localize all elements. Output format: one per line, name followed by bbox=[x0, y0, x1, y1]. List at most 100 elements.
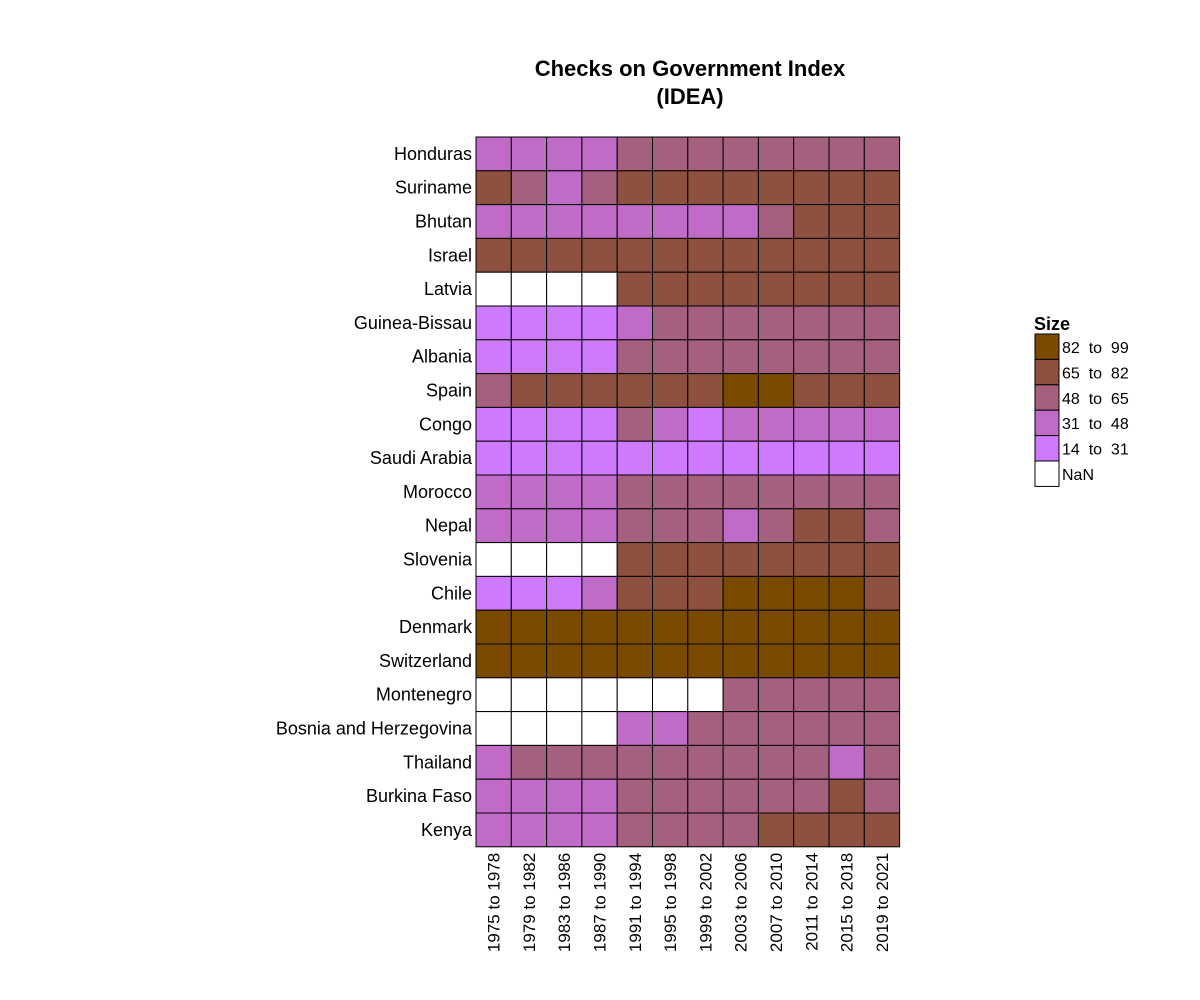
heatmap-cell bbox=[475, 643, 512, 679]
heatmap-cell bbox=[793, 609, 830, 645]
heatmap-cell bbox=[722, 474, 759, 510]
heatmap-cell bbox=[581, 643, 618, 679]
legend-label: NaN bbox=[1062, 467, 1094, 484]
heatmap-cell bbox=[687, 778, 724, 814]
heatmap-cell bbox=[581, 170, 618, 206]
legend-swatch bbox=[1034, 384, 1060, 411]
heatmap-cell bbox=[581, 711, 618, 746]
heatmap-cell bbox=[863, 609, 901, 645]
row-label: Albania bbox=[412, 347, 473, 367]
heatmap-cell bbox=[581, 136, 618, 172]
heatmap-cell bbox=[652, 575, 689, 611]
heatmap-cell bbox=[828, 609, 865, 645]
heatmap-cell bbox=[581, 508, 618, 544]
legend-swatch bbox=[1034, 358, 1060, 386]
heatmap-cell bbox=[652, 744, 689, 780]
heatmap-cell bbox=[863, 778, 901, 814]
heatmap-cell bbox=[793, 744, 830, 780]
heatmap-cell bbox=[652, 237, 689, 273]
heatmap-cell bbox=[546, 305, 583, 341]
heatmap-cell bbox=[652, 271, 689, 307]
legend-label: 14 to 31 bbox=[1062, 442, 1129, 459]
heatmap-cell bbox=[828, 643, 865, 679]
heatmap-cell bbox=[722, 170, 759, 206]
heatmap-cell bbox=[510, 711, 548, 746]
heatmap-cell bbox=[687, 204, 724, 239]
heatmap-cell bbox=[581, 474, 618, 510]
heatmap-cell bbox=[546, 136, 583, 172]
heatmap-cell bbox=[475, 542, 512, 577]
legend-swatch bbox=[1034, 409, 1060, 437]
heatmap-cell bbox=[546, 204, 583, 239]
heatmap-cell bbox=[546, 812, 583, 848]
column-label: 2015 to 2018 bbox=[838, 853, 857, 952]
heatmap-cell bbox=[722, 711, 759, 746]
heatmap-cell bbox=[793, 339, 830, 375]
heatmap-cell bbox=[475, 136, 512, 172]
row-label: Montenegro bbox=[376, 685, 472, 705]
heatmap-cell bbox=[863, 406, 901, 442]
heatmap-cell bbox=[863, 711, 901, 746]
heatmap-cell bbox=[757, 136, 795, 172]
heatmap-cell bbox=[510, 778, 548, 814]
row-label: Kenya bbox=[421, 820, 473, 840]
heatmap-cell bbox=[687, 373, 724, 408]
heatmap-cell bbox=[722, 406, 759, 442]
heatmap-cell bbox=[828, 271, 865, 307]
heatmap-cell bbox=[510, 339, 548, 375]
heatmap-cell bbox=[475, 744, 512, 780]
heatmap-cell bbox=[510, 575, 548, 611]
heatmap-cell bbox=[616, 744, 654, 780]
heatmap-cell bbox=[652, 474, 689, 510]
heatmap-cell bbox=[687, 711, 724, 746]
heatmap-cell bbox=[581, 237, 618, 273]
heatmap-cell bbox=[828, 237, 865, 273]
heatmap-cell bbox=[828, 373, 865, 408]
heatmap-cell bbox=[581, 744, 618, 780]
row-label: Slovenia bbox=[403, 550, 473, 570]
heatmap-cell bbox=[475, 170, 512, 206]
heatmap-cell bbox=[828, 542, 865, 577]
row-label: Thailand bbox=[403, 752, 472, 772]
heatmap-cell bbox=[475, 305, 512, 341]
heatmap-cell bbox=[475, 711, 512, 746]
heatmap-cell bbox=[475, 778, 512, 814]
heatmap-cell bbox=[793, 406, 830, 442]
heatmap-cell bbox=[687, 677, 724, 713]
heatmap-cell bbox=[863, 744, 901, 780]
heatmap-cell bbox=[757, 474, 795, 510]
heatmap-cell bbox=[793, 778, 830, 814]
heatmap-cell bbox=[475, 575, 512, 611]
heatmap-cell bbox=[510, 204, 548, 239]
legend-title: Size bbox=[1034, 314, 1070, 334]
heatmap-cell bbox=[510, 271, 548, 307]
heatmap-cell bbox=[863, 575, 901, 611]
heatmap-cell bbox=[475, 271, 512, 307]
row-label: Denmark bbox=[399, 617, 473, 637]
column-label: 1991 to 1994 bbox=[626, 853, 645, 952]
heatmap-cell bbox=[757, 373, 795, 408]
heatmap-cell bbox=[475, 204, 512, 239]
heatmap-cell bbox=[546, 170, 583, 206]
heatmap-cell bbox=[793, 643, 830, 679]
legend-label: 31 to 48 bbox=[1062, 416, 1129, 433]
heatmap-cell bbox=[757, 271, 795, 307]
legend-swatch bbox=[1034, 435, 1060, 462]
heatmap-cell bbox=[510, 677, 548, 713]
heatmap-cell bbox=[510, 305, 548, 341]
heatmap-cell bbox=[510, 812, 548, 848]
row-label: Israel bbox=[428, 245, 472, 265]
heatmap-cell bbox=[757, 575, 795, 611]
heatmap-cell bbox=[546, 237, 583, 273]
heatmap-cell bbox=[652, 305, 689, 341]
heatmap-cell bbox=[510, 440, 548, 476]
heatmap-cell bbox=[687, 812, 724, 848]
heatmap-cell bbox=[757, 812, 795, 848]
heatmap-cell bbox=[828, 474, 865, 510]
heatmap-cell bbox=[863, 643, 901, 679]
heatmap-cell bbox=[793, 812, 830, 848]
heatmap-cell bbox=[757, 440, 795, 476]
heatmap-cell bbox=[828, 136, 865, 172]
heatmap-cell bbox=[546, 271, 583, 307]
heatmap-cell bbox=[863, 508, 901, 544]
